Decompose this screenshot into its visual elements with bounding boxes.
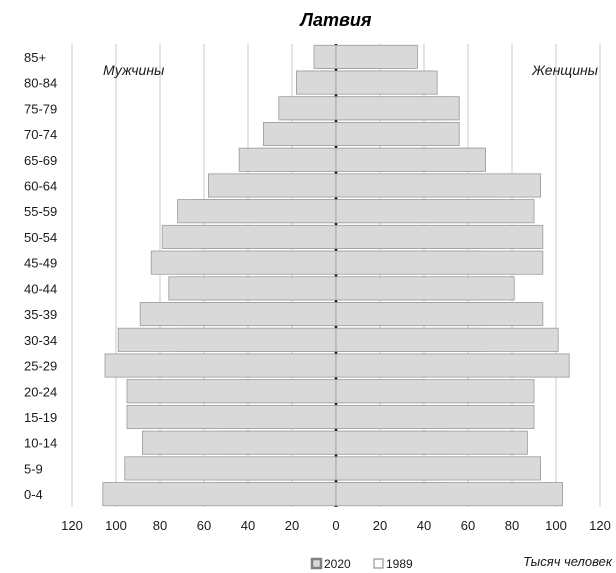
- bar-1989-men: [139, 302, 337, 327]
- bar-1989-men: [207, 173, 337, 198]
- bar-1989-women: [335, 199, 535, 224]
- bar-1989-men: [295, 70, 337, 95]
- bar-1989-men: [238, 147, 337, 172]
- chart-title: Латвия: [298, 10, 371, 30]
- age-category-label: 60-64: [24, 178, 57, 193]
- age-category-label: 20-24: [24, 384, 57, 399]
- men-label: Мужчины: [103, 62, 165, 78]
- bar-1989-men: [177, 199, 337, 224]
- bar-1989-women: [335, 276, 515, 301]
- age-category-label: 5-9: [24, 461, 43, 476]
- age-category-label: 85+: [24, 50, 46, 65]
- bar-1989-women: [335, 379, 535, 404]
- x-tick-label: 100: [545, 518, 567, 533]
- bar-1989-women: [335, 70, 438, 95]
- age-category-label: 15-19: [24, 410, 57, 425]
- legend: 2020 1989: [310, 557, 413, 571]
- bar-1989-women: [335, 224, 544, 249]
- x-tick-label: 100: [105, 518, 127, 533]
- legend-label-1989: 1989: [386, 557, 413, 571]
- bar-1989-men: [102, 482, 337, 507]
- legend-swatch-2020: [310, 557, 323, 570]
- bar-1989-women: [335, 173, 542, 198]
- x-tick-label: 60: [197, 518, 211, 533]
- age-category-label: 80-84: [24, 76, 57, 91]
- bar-1989-men: [278, 96, 337, 121]
- legend-label-2020: 2020: [324, 557, 351, 571]
- bar-1989-women: [335, 122, 460, 147]
- age-category-label: 40-44: [24, 281, 57, 296]
- x-tick-label: 80: [505, 518, 519, 533]
- age-category-label: 35-39: [24, 307, 57, 322]
- age-category-label: 75-79: [24, 101, 57, 116]
- bar-1989-men: [168, 276, 337, 301]
- bar-1989-women: [335, 482, 564, 507]
- x-tick-label: 20: [285, 518, 299, 533]
- bar-1989-women: [335, 44, 418, 69]
- bar-1989-women: [335, 353, 570, 378]
- gridlines: [71, 44, 601, 507]
- age-category-label: 50-54: [24, 230, 57, 245]
- bar-1989-men: [104, 353, 337, 378]
- bar-1989-men: [117, 327, 337, 352]
- age-category-labels: 0-4 5-9 10-14 15-19 20-24 25-29 30-34 35-39 40-4…: [24, 50, 57, 502]
- bar-1989-women: [335, 430, 528, 455]
- x-tick-label: 40: [241, 518, 255, 533]
- x-tick-label: 20: [373, 518, 387, 533]
- bar-1989-men: [141, 430, 337, 455]
- bar-1989-men: [124, 456, 337, 481]
- bar-1989-men: [262, 122, 337, 147]
- bar-1989-men: [126, 379, 337, 404]
- age-category-label: 30-34: [24, 333, 57, 348]
- bar-1989-men: [150, 250, 337, 275]
- bar-1989-women: [335, 96, 460, 121]
- age-category-label: 25-29: [24, 359, 57, 374]
- age-category-label: 70-74: [24, 127, 57, 142]
- women-label: Женщины: [531, 62, 599, 78]
- bar-1989-women: [335, 327, 559, 352]
- bar-1989-men: [126, 404, 337, 429]
- age-category-label: 45-49: [24, 256, 57, 271]
- unit-label: Тысяч человек: [523, 554, 613, 569]
- x-tick-label: 0: [332, 518, 339, 533]
- x-tick-label: 120: [61, 518, 83, 533]
- bar-1989-men: [313, 44, 337, 69]
- x-tick-label: 60: [461, 518, 475, 533]
- bar-1989-women: [335, 147, 487, 172]
- bar-1989-women: [335, 302, 544, 327]
- series-1989-bars: [102, 44, 570, 507]
- bar-1989-women: [335, 456, 542, 481]
- age-category-label: 0-4: [24, 487, 43, 502]
- age-category-label: 10-14: [24, 436, 57, 451]
- x-axis-tick-labels: 120 100 80 60 40 20 0 20 40 60 80 100 120: [61, 518, 611, 533]
- legend-swatch-1989: [373, 558, 384, 569]
- bar-1989-men: [161, 224, 337, 249]
- x-tick-label: 120: [589, 518, 611, 533]
- age-category-label: 65-69: [24, 153, 57, 168]
- bar-1989-women: [335, 250, 544, 275]
- age-category-label: 55-59: [24, 204, 57, 219]
- x-tick-label: 40: [417, 518, 431, 533]
- x-tick-label: 80: [153, 518, 167, 533]
- bar-1989-women: [335, 404, 535, 429]
